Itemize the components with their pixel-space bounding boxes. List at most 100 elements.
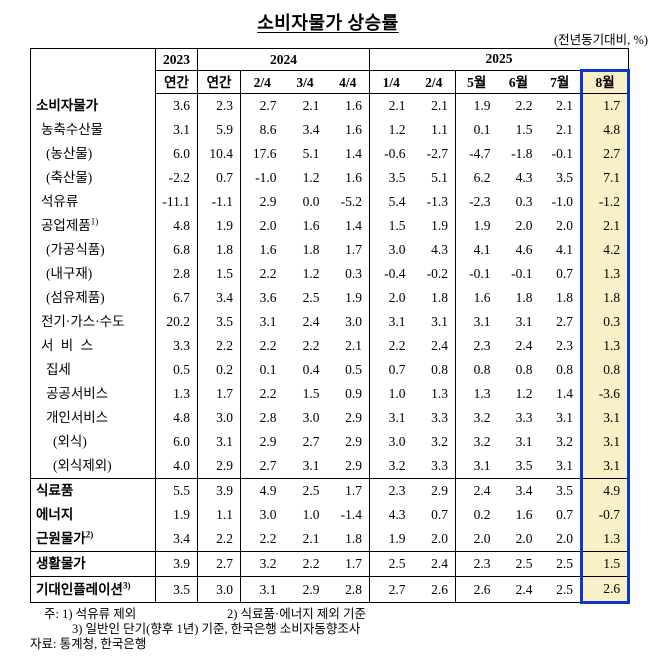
value-cell: 1.3 (579, 334, 631, 358)
col-header-1: 연간 (197, 70, 241, 94)
value-cell: 1.8 (412, 286, 456, 310)
value-cell: 1.3 (155, 382, 198, 406)
value-cell: 1.0 (388, 386, 406, 401)
value-cell: 1.4 (326, 142, 370, 166)
row-label-text: (내구재) (46, 266, 93, 281)
value-cell: -0.2 (412, 262, 456, 286)
value-cell: 3.1 (197, 430, 241, 454)
value-cell: 4.2 (579, 238, 631, 262)
value-cell: -1.2 (579, 190, 631, 214)
value-cell: 1.6 (302, 218, 320, 233)
value-cell: 1.2 (302, 266, 320, 281)
table-row: 농축수산물 3.1 5.9 8.6 3.4 1.6 1.2 1.1 0.1 1.5 2.1 4.8 (30, 118, 631, 142)
value-cell: 3.2 (240, 551, 284, 577)
value-cell: 1.6 (326, 93, 370, 118)
value-cell: 0.8 (515, 362, 533, 377)
footnote-line-1: 주: 1) 석유류 제외 2) 식료품·에너지 제외 기준 (44, 607, 656, 622)
value-cell: 0.1 (259, 362, 277, 377)
value-cell: 0.8 (539, 358, 582, 382)
footnotes: 주: 1) 석유류 제외 2) 식료품·에너지 제외 기준 3) 일반인 단기(향… (0, 607, 656, 652)
value-cell: 3.2 (473, 410, 491, 425)
value-cell: 0.1 (473, 122, 491, 137)
value-cell: -2.3 (469, 194, 491, 209)
table-row: (외식제외) 4.0 2.9 2.7 3.1 2.9 3.2 3.3 3.1 3.5 3.1 3.1 (30, 454, 631, 479)
value-cell: 2.7 (197, 551, 241, 577)
value-cell: 4.3 (412, 238, 456, 262)
value-cell: -3.6 (579, 382, 631, 406)
value-cell: -0.1 (469, 266, 491, 281)
value-cell: 2.3 (539, 334, 582, 358)
table-row: (섬유제품) 6.7 3.4 3.6 2.5 1.9 2.0 1.8 1.6 1.8 1.8 1.8 (30, 286, 631, 310)
value-cell: 2.0 (539, 527, 582, 552)
footnote-1b: 2) 식료품·에너지 제외 기준 (227, 607, 366, 621)
cpi-table: 2023 2024 2025 연간 연간 2/4 3/4 4/4 1/4 2/4 5월 6월 7월 8월 … (30, 48, 631, 604)
value-cell: 3.0 (259, 507, 277, 522)
unit-note: (전년동기대비, %) (554, 33, 648, 47)
row-label-text: (외식제외) (53, 458, 112, 473)
value-cell: 2.3 (473, 338, 491, 353)
value-cell: 1.7 (326, 551, 370, 577)
table-row: 석유류 -11.1 -1.1 2.9 0.0 -5.2 5.4 -1.3 -2.3 0.3 -1.0… (30, 190, 631, 214)
value-cell: 4.8 (155, 406, 198, 430)
value-cell: 0.5 (155, 358, 198, 382)
value-cell: 3.1 (515, 434, 533, 449)
table-row: (외식) 6.0 3.1 2.9 2.7 2.9 3.0 3.2 3.2 3.1 3.2 3.1 (30, 430, 631, 454)
row-label-10: 서 비 스 (30, 334, 156, 358)
value-cell: 2.1 (539, 118, 582, 142)
value-cell: 2.1 (326, 334, 370, 358)
table-header: 2023 2024 2025 연간 연간 2/4 3/4 4/4 1/4 2/4 5월 6월 7월 8월 (30, 48, 631, 94)
value-cell: 1.7 (579, 93, 631, 118)
value-cell: 0.7 (197, 166, 241, 190)
value-cell: 2.7 (302, 434, 320, 449)
value-cell: 2.6 (579, 576, 631, 604)
value-cell: 0.5 (326, 358, 370, 382)
row-label-text: 에너지 (36, 507, 74, 522)
value-cell: -4.7 (469, 146, 491, 161)
value-cell: 2.2 (302, 338, 320, 353)
value-cell: 1.9 (155, 503, 198, 527)
value-cell: 3.0 (302, 410, 320, 425)
row-label-text: 소비자물가 (36, 97, 99, 113)
row-label-0: 소비자물가 (30, 93, 156, 118)
value-cell: 1.6 (473, 290, 491, 305)
value-cell: 3.2 (539, 430, 582, 454)
row-label-text: 석유류 (41, 194, 79, 209)
value-cell: 2.2 (283, 551, 327, 577)
value-cell: 2.2 (259, 531, 277, 546)
col-header-8: 6월 (497, 70, 540, 94)
value-cell: 2.5 (302, 290, 320, 305)
value-cell: 3.0 (388, 434, 406, 449)
value-cell: -1.0 (255, 170, 277, 185)
row-label-superscript: 3) (122, 580, 131, 590)
value-cell: 1.5 (515, 122, 533, 137)
value-cell: 2.2 (259, 386, 277, 401)
value-cell: 2.1 (539, 93, 582, 118)
value-cell: 3.5 (388, 170, 406, 185)
table-row: 공공서비스 1.3 1.7 2.2 1.5 0.9 1.0 1.3 1.3 1.2 1.4 -3.6 (30, 382, 631, 406)
value-cell: 2.4 (412, 334, 456, 358)
value-cell: 3.1 (579, 406, 631, 430)
value-cell: 1.6 (326, 118, 370, 142)
value-cell: 3.1 (579, 430, 631, 454)
value-cell: 10.4 (197, 142, 241, 166)
page-title: 소비자물가 상승률 (257, 13, 399, 33)
value-cell: 3.1 (240, 576, 284, 603)
row-label-12: 공공서비스 (30, 382, 156, 406)
value-cell: 2.0 (539, 214, 582, 238)
col-header-6: 2/4 (412, 70, 456, 94)
row-label-17: 에너지 (30, 503, 156, 527)
value-cell: 2.9 (283, 576, 327, 603)
value-cell: 1.6 (259, 242, 277, 257)
value-cell: 3.3 (412, 406, 456, 430)
col-header-2: 2/4 (240, 70, 284, 94)
value-cell: 0.4 (302, 362, 320, 377)
value-cell: -1.3 (412, 190, 456, 214)
value-cell: -1.0 (539, 190, 582, 214)
value-cell: -5.2 (326, 190, 370, 214)
value-cell: 2.9 (259, 434, 277, 449)
value-cell: 2.2 (197, 527, 241, 552)
value-cell: 1.3 (579, 527, 631, 552)
value-cell: 2.1 (302, 98, 320, 113)
value-cell: 0.2 (197, 358, 241, 382)
corner-cell (30, 48, 156, 94)
